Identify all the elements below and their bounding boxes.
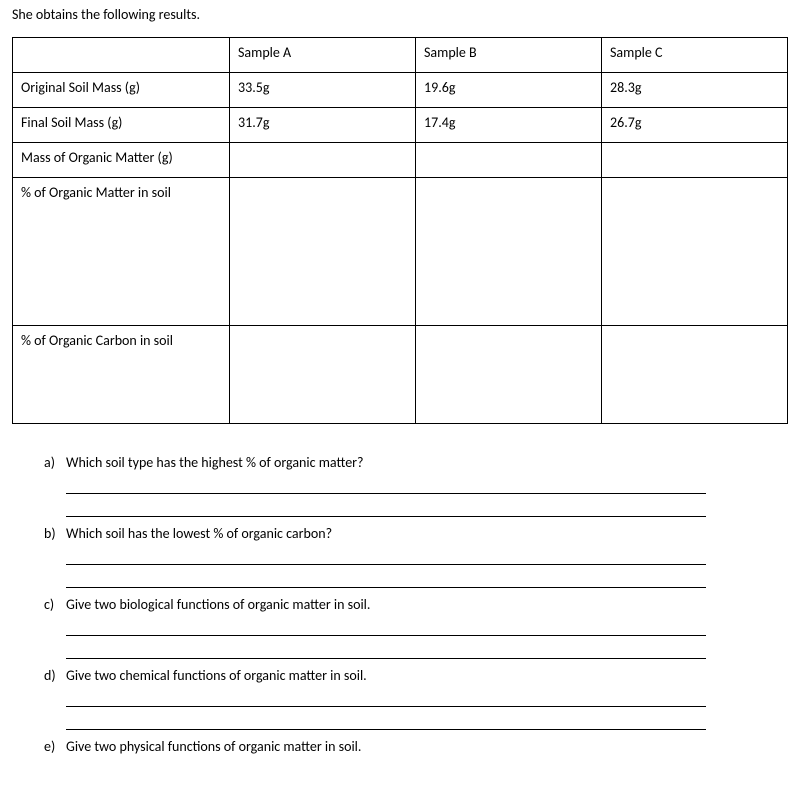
cell: 26.7g xyxy=(602,108,788,143)
cell xyxy=(230,326,416,424)
question-text: Give two biological functions of organic… xyxy=(66,596,370,613)
answer-line[interactable] xyxy=(66,640,706,659)
table-row: % of Organic Matter in soil xyxy=(13,178,788,326)
question-text: Give two physical functions of organic m… xyxy=(66,738,361,755)
cell xyxy=(416,178,602,326)
table-row: Final Soil Mass (g) 31.7g 17.4g 26.7g xyxy=(13,108,788,143)
row-label: % of Organic Carbon in soil xyxy=(13,326,230,424)
table-row: % of Organic Carbon in soil xyxy=(13,326,788,424)
header-sample-a: Sample A xyxy=(230,38,416,73)
question-letter: d) xyxy=(44,667,66,684)
cell xyxy=(416,326,602,424)
table-row: Original Soil Mass (g) 33.5g 19.6g 28.3g xyxy=(13,73,788,108)
cell xyxy=(230,178,416,326)
answer-line[interactable] xyxy=(66,569,706,588)
cell: 28.3g xyxy=(602,73,788,108)
answer-line[interactable] xyxy=(66,475,706,494)
answer-line[interactable] xyxy=(66,546,706,565)
cell: 19.6g xyxy=(416,73,602,108)
question-text: Give two chemical functions of organic m… xyxy=(66,667,367,684)
header-sample-b: Sample B xyxy=(416,38,602,73)
question-d: d) Give two chemical functions of organi… xyxy=(44,667,788,730)
cell: 31.7g xyxy=(230,108,416,143)
row-label: % of Organic Matter in soil xyxy=(13,178,230,326)
question-e: e) Give two physical functions of organi… xyxy=(44,738,788,755)
table-header-row: Sample A Sample B Sample C xyxy=(13,38,788,73)
cell xyxy=(416,143,602,178)
table-row: Mass of Organic Matter (g) xyxy=(13,143,788,178)
question-letter: e) xyxy=(44,738,66,755)
answer-line[interactable] xyxy=(66,688,706,707)
row-label: Final Soil Mass (g) xyxy=(13,108,230,143)
question-letter: c) xyxy=(44,596,66,613)
question-letter: b) xyxy=(44,525,66,542)
questions-list: a) Which soil type has the highest % of … xyxy=(12,454,788,755)
answer-line[interactable] xyxy=(66,711,706,730)
header-blank xyxy=(13,38,230,73)
question-text: Which soil has the lowest % of organic c… xyxy=(66,525,332,542)
row-label: Mass of Organic Matter (g) xyxy=(13,143,230,178)
row-label: Original Soil Mass (g) xyxy=(13,73,230,108)
question-text: Which soil type has the highest % of org… xyxy=(66,454,364,471)
results-table: Sample A Sample B Sample C Original Soil… xyxy=(12,37,788,424)
question-letter: a) xyxy=(44,454,66,471)
question-b: b) Which soil has the lowest % of organi… xyxy=(44,525,788,588)
answer-line[interactable] xyxy=(66,498,706,517)
answer-line[interactable] xyxy=(66,617,706,636)
cell: 33.5g xyxy=(230,73,416,108)
question-c: c) Give two biological functions of orga… xyxy=(44,596,788,659)
cell xyxy=(602,178,788,326)
cell xyxy=(230,143,416,178)
intro-text: She obtains the following results. xyxy=(12,6,788,23)
header-sample-c: Sample C xyxy=(602,38,788,73)
cell xyxy=(602,326,788,424)
cell xyxy=(602,143,788,178)
cell: 17.4g xyxy=(416,108,602,143)
question-a: a) Which soil type has the highest % of … xyxy=(44,454,788,517)
